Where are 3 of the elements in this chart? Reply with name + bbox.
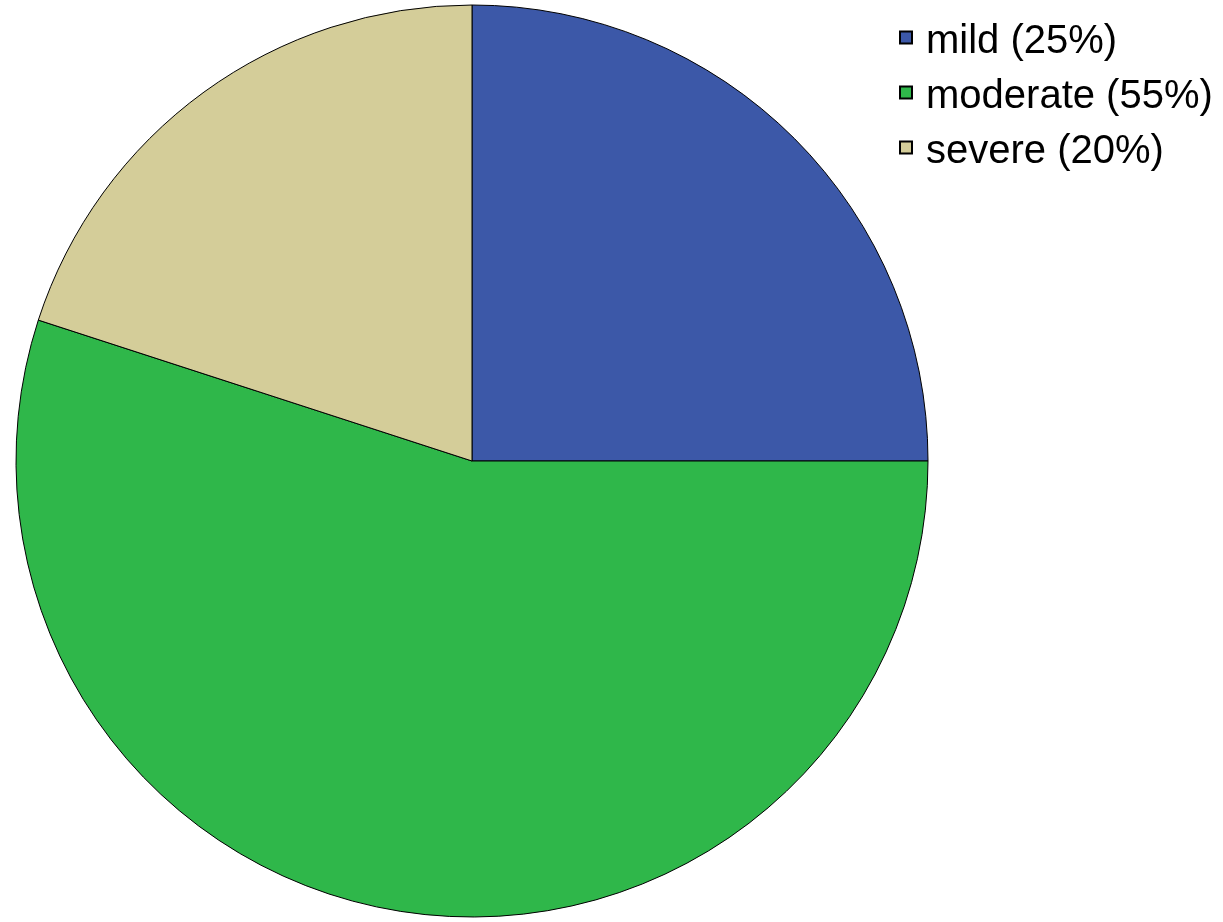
legend-label: severe (20%) xyxy=(926,127,1164,172)
legend-label: mild (25%) xyxy=(926,17,1118,62)
legend-label: moderate (55%) xyxy=(926,72,1213,117)
